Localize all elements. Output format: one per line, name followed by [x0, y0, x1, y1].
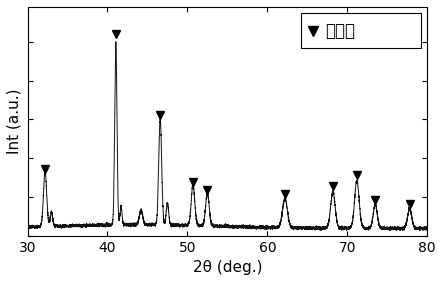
X-axis label: 2θ (deg.): 2θ (deg.) [193, 260, 262, 275]
FancyBboxPatch shape [301, 13, 421, 48]
Text: 四方晶: 四方晶 [325, 22, 355, 40]
Y-axis label: Int (a.u.): Int (a.u.) [7, 89, 22, 154]
